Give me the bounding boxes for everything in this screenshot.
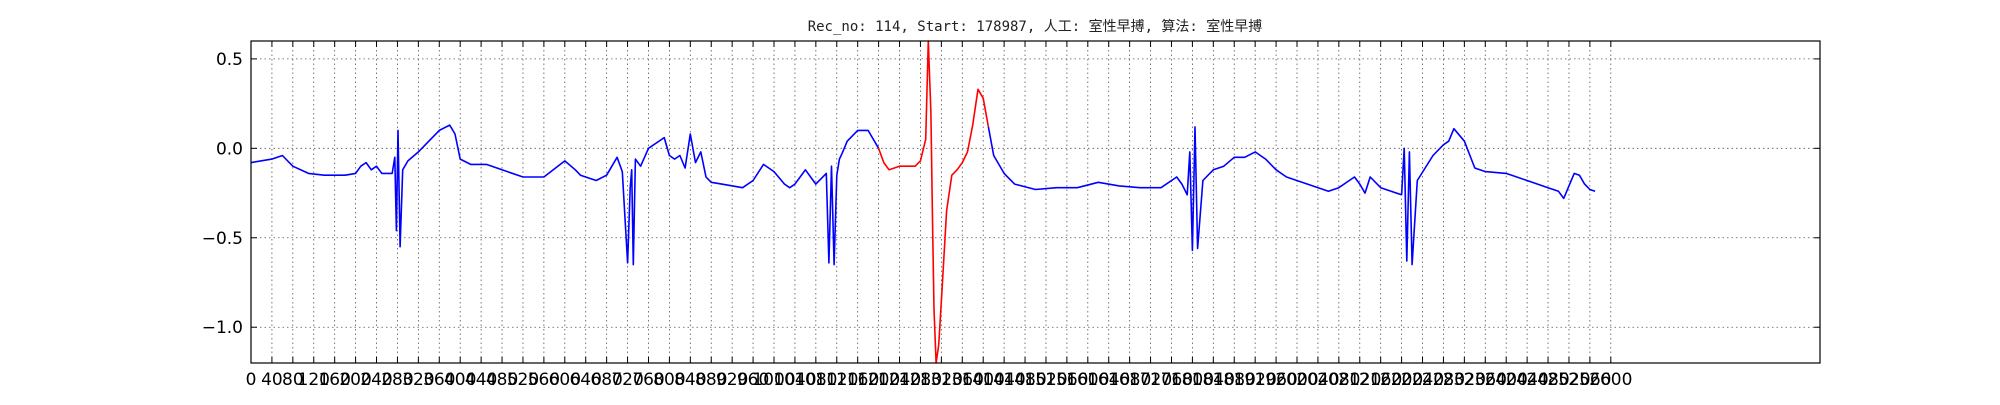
x-tick-label: 1920 [1234,370,1277,390]
x-tick-label: 2560 [1568,370,1611,390]
x-tick-label: 2360 [1464,370,1507,390]
x-tick-label: 120 [298,370,330,390]
x-tick-label: 2120 [1338,370,1381,390]
y-tick-label: −1.0 [202,318,243,338]
x-tick-label: 1760 [1150,370,1193,390]
x-tick-label: 2040 [1296,370,1339,390]
x-tick-label: 1600 [1066,370,1109,390]
x-tick-label: 40 [261,370,283,390]
x-tick-label: 360 [423,370,455,390]
y-tick-label: 0.0 [216,139,243,159]
x-tick-label: 1040 [773,370,816,390]
x-tick-label: 1800 [1171,370,1214,390]
x-tick-label: 1280 [899,370,942,390]
x-tick-label: 80 [282,370,304,390]
x-tick-label: 480 [486,370,518,390]
ecg-series-line-2 [987,126,1596,266]
x-tick-label: 1520 [1024,370,1067,390]
x-tick-label: 1160 [836,370,879,390]
x-tick-label: 640 [569,370,601,390]
x-tick-label: 1680 [1108,370,1151,390]
x-tick-label: 720 [611,370,643,390]
x-tick-label: 1240 [878,370,921,390]
x-tick-label: 320 [402,370,434,390]
x-tick-label: 2200 [1380,370,1423,390]
x-tick-label: 920 [716,370,748,390]
x-tick-label: 880 [695,370,727,390]
x-tick-label: 1000 [752,370,795,390]
x-tick-label: 1960 [1254,370,1297,390]
x-tick-label: 1560 [1045,370,1088,390]
x-tick-label: 2440 [1505,370,1548,390]
ecg-series-line-0 [250,124,880,266]
x-tick-label: 0 [246,370,257,390]
x-tick-label: 440 [465,370,497,390]
x-tick-label: 2080 [1317,370,1360,390]
x-tick-label: 1120 [815,370,858,390]
x-tick-label: 560 [528,370,560,390]
x-tick-label: 280 [381,370,413,390]
grid-layer [250,41,1820,363]
x-tick-label: 1080 [794,370,837,390]
ecg-series-line-1 [877,40,990,364]
x-tick-label: 800 [653,370,685,390]
x-tick-label: 2400 [1485,370,1528,390]
x-tick-label: 960 [737,370,769,390]
x-tick-label: 1440 [982,370,1025,390]
y-tick-label: 0.5 [216,50,243,70]
x-axis: 0 40 8012016020024028032036040044048052056… [246,41,1632,390]
x-tick-label: 2520 [1547,370,1590,390]
x-tick-label: 2000 [1275,370,1318,390]
plot-frame [250,40,1821,364]
x-tick-label: 2160 [1359,370,1402,390]
x-tick-label: 1200 [857,370,900,390]
y-tick-label: −0.5 [202,229,243,249]
x-tick-label: 160 [318,370,350,390]
x-tick-label: 200 [339,370,371,390]
x-tick-label: 1640 [1087,370,1130,390]
x-tick-label: 1480 [1003,370,1046,390]
x-tick-label: 2320 [1443,370,1486,390]
x-tick-label: 2600 [1589,370,1632,390]
x-tick-label: 1320 [920,370,963,390]
x-tick-label: 1840 [1192,370,1235,390]
x-tick-label: 2240 [1401,370,1444,390]
x-tick-label: 1360 [941,370,984,390]
x-tick-label: 2280 [1422,370,1465,390]
x-tick-label: 1880 [1213,370,1256,390]
x-tick-label: 240 [360,370,392,390]
x-tick-label: 520 [507,370,539,390]
series-layer [250,40,1596,364]
y-axis: −1.0 −0.5 0.0 0.5 [202,50,1820,338]
x-tick-label: 400 [444,370,476,390]
x-tick-label: 680 [590,370,622,390]
x-tick-label: 760 [632,370,664,390]
chart-title: Rec_no: 114, Start: 178987, 人工: 室性早搏, 算法… [808,18,1263,35]
x-tick-label: 1720 [1129,370,1172,390]
x-tick-label: 2480 [1526,370,1569,390]
x-tick-label: 1400 [962,370,1005,390]
x-tick-label: 840 [674,370,706,390]
x-tick-label: 600 [549,370,581,390]
